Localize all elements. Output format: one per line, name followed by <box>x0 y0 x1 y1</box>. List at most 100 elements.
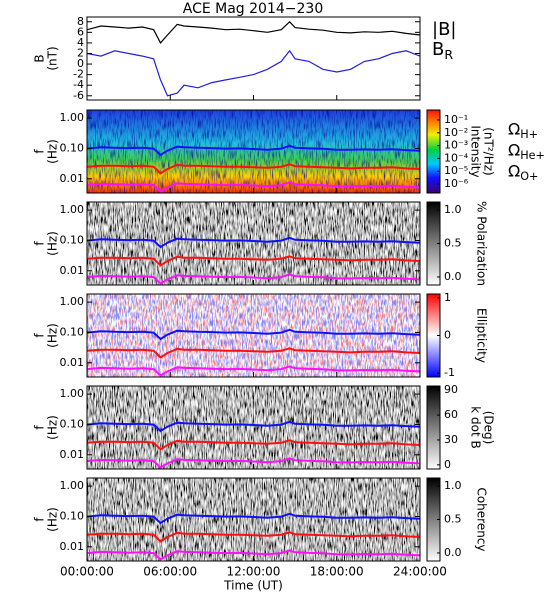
legend-subscript: O+ <box>520 170 538 183</box>
colorbar-label: (nT²/Hz) <box>482 127 496 175</box>
spectrogram-texture <box>87 110 420 193</box>
series-line <box>87 49 420 97</box>
legend-subscript: R <box>444 47 453 62</box>
x-tick-label: 18:00:00 <box>310 565 364 579</box>
y-axis-label: f <box>33 333 47 338</box>
legend-label: BR <box>432 39 453 62</box>
colorbar-tick-label: 10⁻⁴ <box>444 151 469 164</box>
colorbar-label: Intensity <box>469 125 483 177</box>
legend-label: ΩO+ <box>508 162 538 184</box>
colorbar-tick-label: 0 <box>444 329 451 342</box>
x-axis-label: Time (UT) <box>223 579 283 593</box>
y-tick-label: 2 <box>77 46 84 59</box>
spectrogram-texture <box>87 202 420 285</box>
colorbar-label: k dot B <box>469 406 483 448</box>
series-line <box>87 144 420 157</box>
y-tick-label: 1.00 <box>60 111 85 124</box>
series-line <box>87 457 420 469</box>
y-tick-label: 0.01 <box>60 264 85 277</box>
y-tick-label: -6 <box>73 89 84 102</box>
series-line <box>87 255 420 267</box>
series-line <box>87 163 420 175</box>
colorbar-label: (Deg) <box>482 411 496 445</box>
spectrogram-texture <box>87 478 420 561</box>
y-axis-label: B <box>33 54 47 62</box>
series-line <box>87 531 420 543</box>
y-tick-label: 0.10 <box>60 141 85 154</box>
colorbar-tick-label: 10⁻¹ <box>444 113 468 126</box>
colorbar <box>426 109 441 194</box>
y-tick-label: -4 <box>73 78 84 91</box>
y-axis-label: (Hz) <box>46 415 60 440</box>
series-line <box>87 181 420 193</box>
y-tick-label: 8 <box>77 15 84 28</box>
y-tick-label: 0.10 <box>60 417 85 430</box>
series-line <box>87 328 420 341</box>
y-axis-label: f <box>33 425 47 430</box>
series-line <box>87 20 420 44</box>
series-line <box>87 347 420 359</box>
colorbar-tick-label: 0.5 <box>444 513 462 526</box>
y-tick-label: 0.01 <box>60 448 85 461</box>
x-tick-label: 06:00:00 <box>143 565 197 579</box>
colorbar-tick-label: 0.0 <box>444 546 462 559</box>
y-tick-label: 1.00 <box>60 479 85 492</box>
series-line <box>87 512 420 525</box>
chart-title: ACE Mag 2014−230 <box>183 1 323 17</box>
colorbar-tick-label: 60 <box>444 408 458 421</box>
colorbar-tick-label: 90 <box>444 383 458 396</box>
legend-label: ΩH+ <box>508 120 538 142</box>
y-tick-label: 1.00 <box>60 387 85 400</box>
colorbar-label: Coherency <box>475 487 489 551</box>
legend-subscript: He+ <box>520 149 545 162</box>
series-line <box>87 236 420 249</box>
colorbar-tick-label: 10⁻⁵ <box>444 164 468 177</box>
spectrogram-texture <box>87 386 420 469</box>
y-tick-label: 0.01 <box>60 540 85 553</box>
y-tick-label: 0.10 <box>60 509 85 522</box>
colorbar-label: Ellipticity <box>475 308 489 363</box>
y-axis-label: f <box>33 517 47 522</box>
x-tick-label: 12:00:00 <box>227 565 281 579</box>
y-axis-label: (Hz) <box>46 507 60 532</box>
colorbar <box>426 385 441 470</box>
colorbar-tick-label: -1 <box>444 366 455 379</box>
colorbar-tick-label: 0.5 <box>444 237 462 250</box>
colorbar-tick-label: 10⁻³ <box>444 139 468 152</box>
colorbar-tick-label: 10⁻⁶ <box>444 177 469 190</box>
y-axis-label: f <box>33 149 47 154</box>
y-axis-label: (Hz) <box>46 139 60 164</box>
y-tick-label: 6 <box>77 25 84 38</box>
spectrogram-texture <box>87 294 420 377</box>
colorbar-label: % Polarization <box>475 201 489 286</box>
y-tick-label: 0.10 <box>60 325 85 338</box>
series-line <box>87 420 420 433</box>
colorbar-tick-label: 0 <box>444 458 451 471</box>
y-tick-label: 4 <box>77 36 84 49</box>
legend-label: ΩHe+ <box>508 141 545 163</box>
legend-label: |B| <box>432 19 456 40</box>
y-tick-label: 0.01 <box>60 172 85 185</box>
colorbar-tick-label: 1 <box>444 291 451 304</box>
x-tick-label: 24:00:00 <box>393 565 447 579</box>
y-tick-label: 0 <box>77 57 84 70</box>
colorbar-tick-label: 10⁻² <box>444 126 468 139</box>
colorbar-tick-label: 30 <box>444 433 458 446</box>
series-line <box>87 549 420 561</box>
series-line <box>87 273 420 285</box>
y-tick-label: 0.01 <box>60 356 85 369</box>
series-line <box>87 439 420 451</box>
y-axis-label: (Hz) <box>46 231 60 256</box>
y-axis-label: (Hz) <box>46 323 60 348</box>
colorbar-tick-label: 1.0 <box>444 479 462 492</box>
y-axis-label: f <box>33 241 47 246</box>
y-axis-label: (nT) <box>46 46 60 70</box>
colorbar-tick-label: 0.0 <box>444 270 462 283</box>
series-line <box>87 365 420 377</box>
x-tick-label: 00:00:00 <box>60 565 114 579</box>
y-tick-label: -2 <box>73 68 84 81</box>
y-tick-label: 0.10 <box>60 233 85 246</box>
colorbar-tick-label: 1.0 <box>444 203 462 216</box>
plot-frame <box>86 16 421 101</box>
